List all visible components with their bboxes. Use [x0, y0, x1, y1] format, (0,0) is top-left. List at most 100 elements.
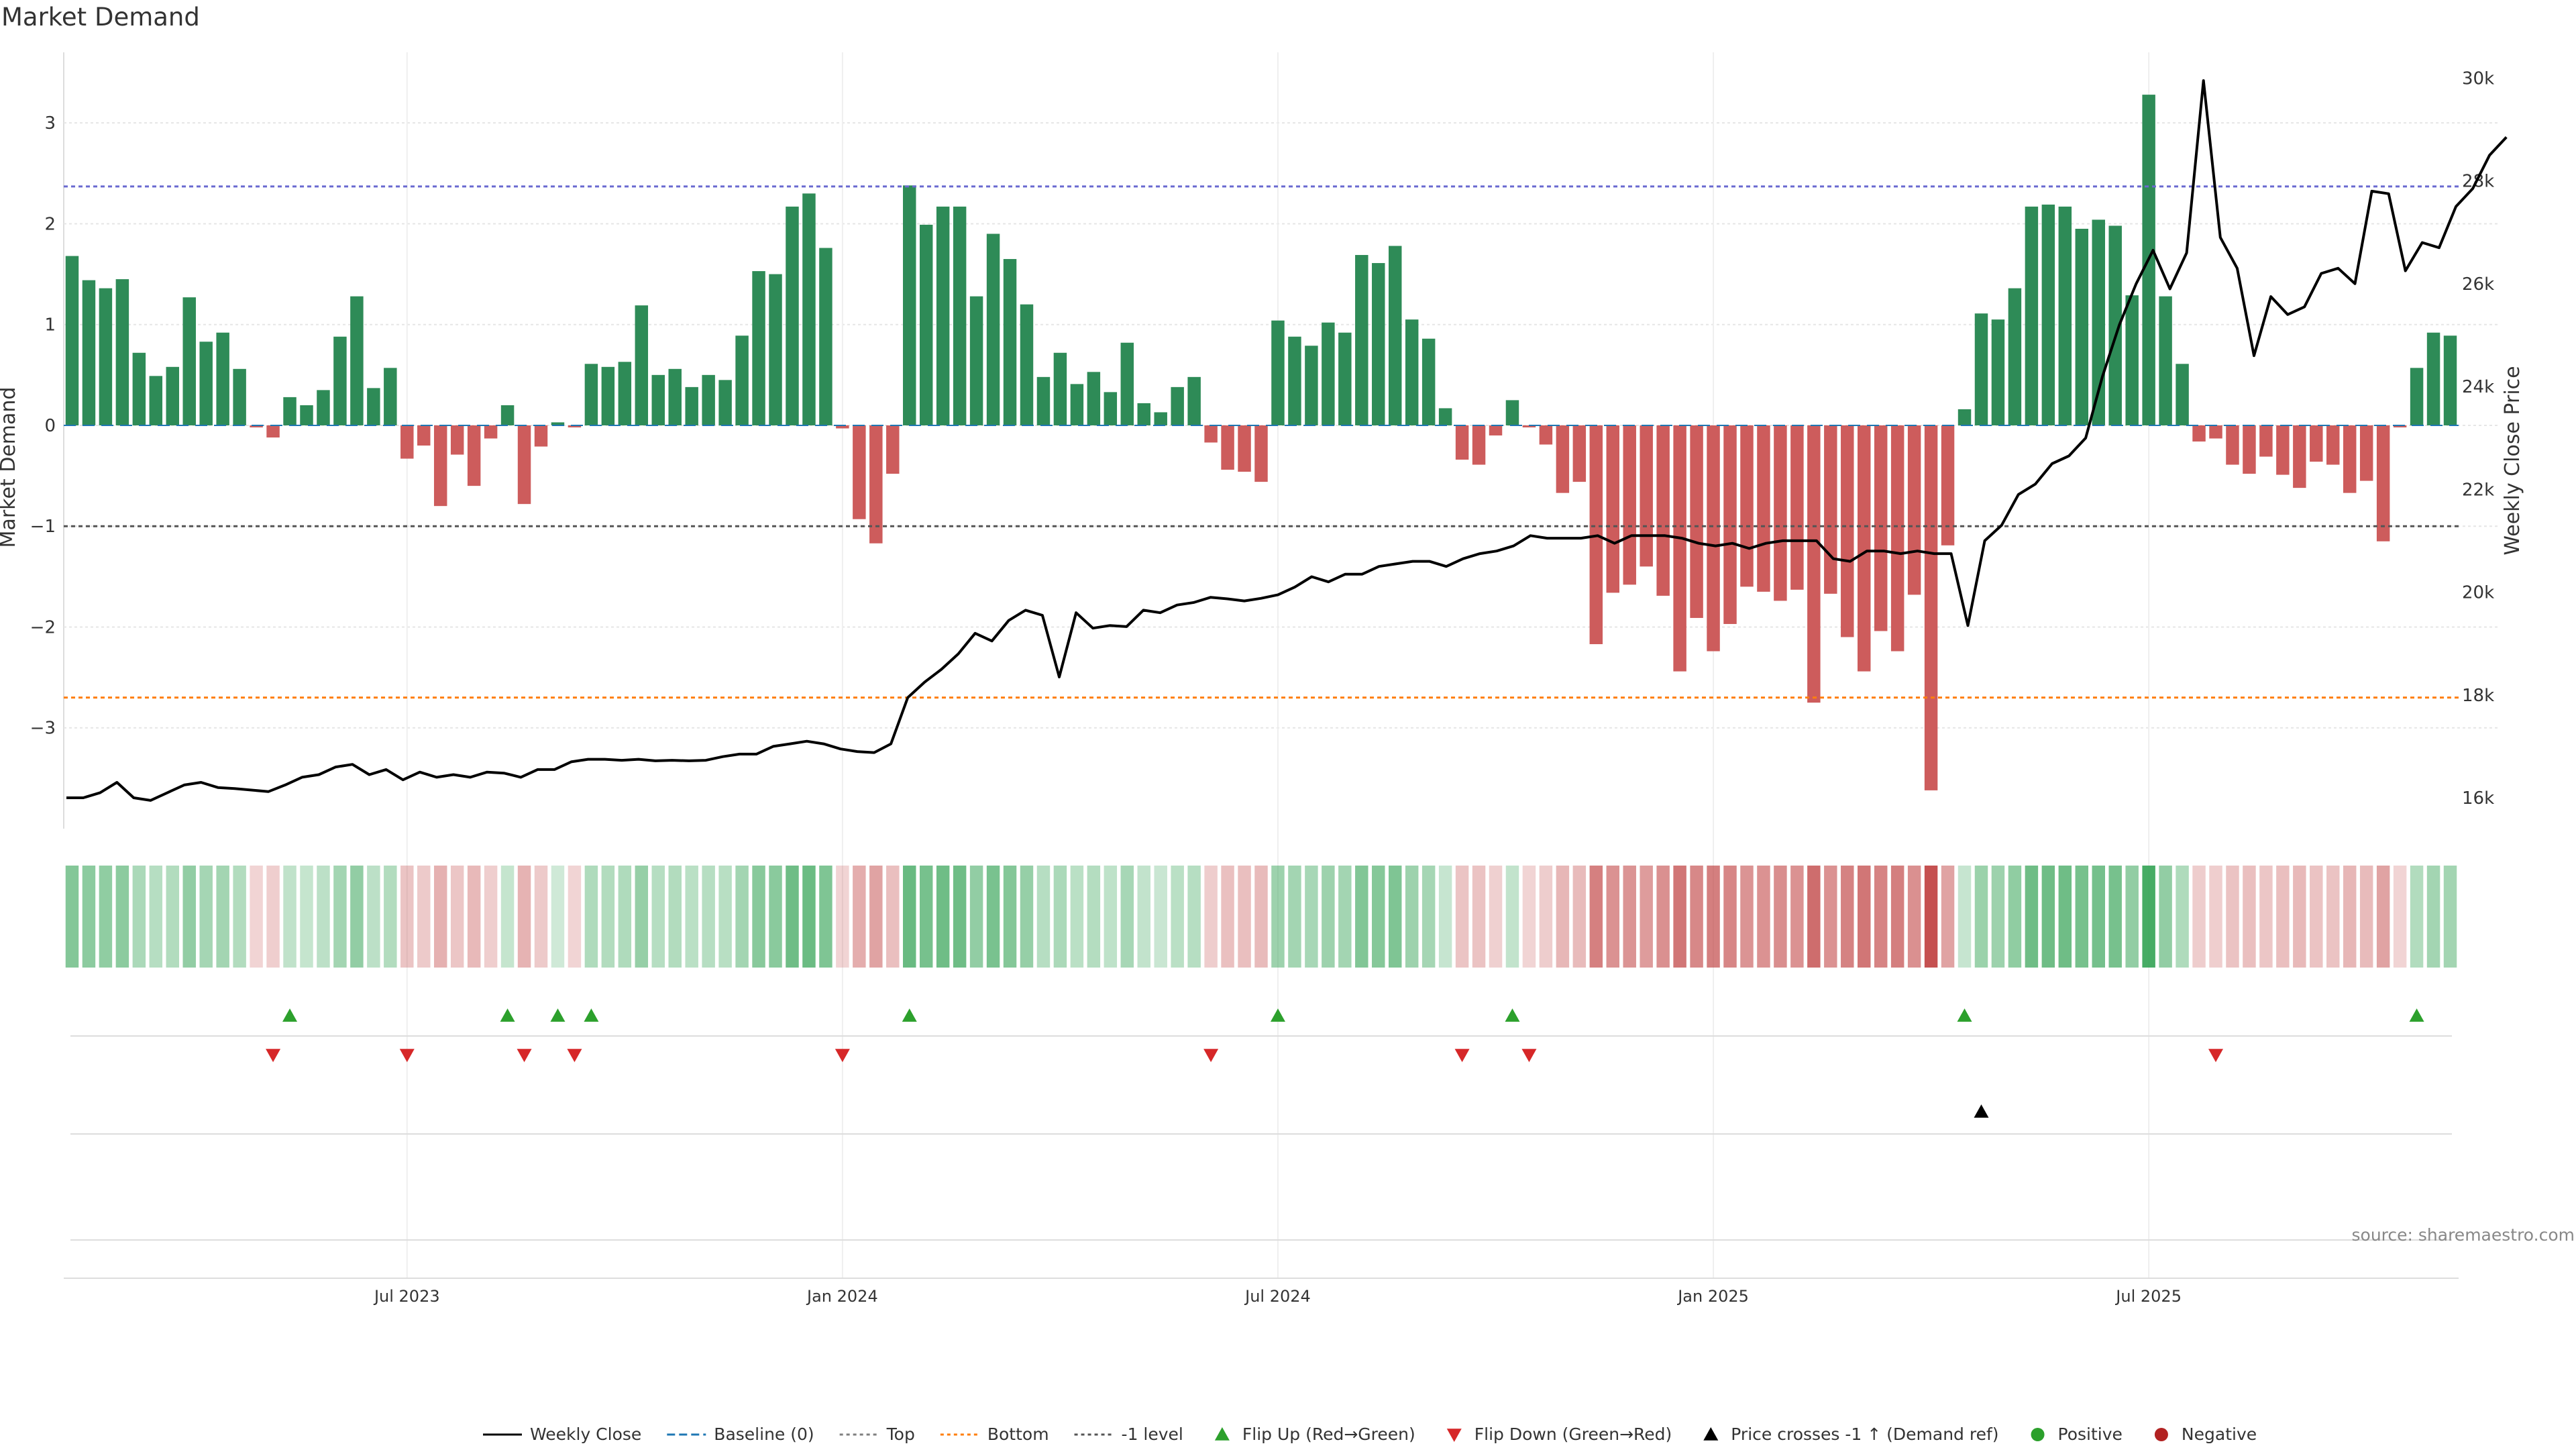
heat-cell	[836, 866, 849, 968]
demand-bar-positive	[819, 248, 833, 425]
y-tick-label: −2	[30, 617, 56, 637]
demand-bar-positive	[65, 256, 79, 425]
demand-bar-positive	[1405, 319, 1419, 425]
heat-cell	[635, 866, 649, 968]
demand-bar-negative	[2393, 425, 2407, 427]
heat-cell	[752, 866, 765, 968]
heat-cell	[1053, 866, 1067, 968]
demand-bar-positive	[2025, 206, 2039, 425]
weekly-close-line	[66, 79, 2508, 802]
demand-bar-negative	[1807, 425, 1821, 703]
heat-cell	[1489, 866, 1503, 968]
heat-cell	[1539, 866, 1553, 968]
demand-bar-positive	[902, 185, 916, 425]
heat-cell	[2443, 866, 2457, 968]
heat-cell	[1690, 866, 1703, 968]
legend-label: Top	[886, 1424, 915, 1444]
heat-cell	[1171, 866, 1184, 968]
demand-bar-negative	[1824, 425, 1837, 594]
heat-cell	[1858, 866, 1871, 968]
heat-cell	[1556, 866, 1570, 968]
demand-bar-positive	[82, 280, 96, 425]
heat-cell	[1941, 866, 1955, 968]
heat-cell	[1120, 866, 1134, 968]
heat-cell	[1522, 866, 1536, 968]
heat-cell	[886, 866, 900, 968]
heat-cell	[1640, 866, 1653, 968]
demand-bar-negative	[869, 425, 883, 543]
heat-cell	[819, 866, 833, 968]
demand-bar-positive	[1154, 412, 1167, 425]
heat-cell	[517, 866, 531, 968]
heat-cell	[1757, 866, 1770, 968]
heat-cell	[233, 866, 246, 968]
heat-cell	[2159, 866, 2172, 968]
heat-cell	[1421, 866, 1436, 968]
heat-cell	[1656, 866, 1670, 968]
demand-bar-positive	[601, 366, 615, 425]
demand-bar-positive	[651, 374, 665, 425]
demand-bar-positive	[384, 368, 397, 425]
heat-cell	[2359, 866, 2373, 968]
heat-cell	[1824, 866, 1837, 968]
demand-bar-positive	[2092, 219, 2105, 425]
demand-bar-positive	[2443, 335, 2457, 425]
legend-label: -1 level	[1122, 1424, 1183, 1444]
demand-bar-negative	[2276, 425, 2290, 475]
heat-cell	[802, 866, 816, 968]
flip-up-marker	[282, 1008, 298, 1022]
heat-cell	[1338, 866, 1352, 968]
demand-bar-negative	[250, 425, 263, 427]
heat-cell	[1957, 866, 1972, 968]
demand-bar-positive	[1355, 255, 1368, 425]
demand-bar-positive	[500, 405, 515, 425]
demand-bar-negative	[2293, 425, 2306, 488]
demand-bar-positive	[333, 336, 347, 425]
heat-cell	[1991, 866, 2005, 968]
heat-cell	[417, 866, 431, 968]
heat-cell	[250, 866, 263, 968]
y-tick-label: −1	[30, 517, 56, 537]
demand-bar-negative	[2343, 425, 2357, 493]
demand-bar-negative	[1472, 425, 1486, 465]
demand-bar-positive	[584, 364, 598, 425]
heat-cell	[1455, 866, 1469, 968]
demand-bar-negative	[1890, 425, 1904, 652]
heat-cell	[2058, 866, 2072, 968]
heat-cell	[786, 866, 799, 968]
demand-bar-negative	[2243, 425, 2256, 474]
heat-cell	[2092, 866, 2105, 968]
demand-bar-positive	[1187, 376, 1201, 425]
demand-bar-positive	[1338, 332, 1352, 425]
heat-cell	[1003, 866, 1017, 968]
demand-bar-negative	[1254, 425, 1268, 482]
demand-bar-negative	[1204, 425, 1218, 443]
x-tick-label: Jul 2025	[2114, 1287, 2182, 1306]
demand-bar-negative	[886, 425, 900, 474]
legend-label: Flip Up (Red→Green)	[1242, 1424, 1415, 1444]
heat-cell	[1372, 866, 1385, 968]
demand-bar-negative	[853, 425, 866, 519]
flip-down-marker	[567, 1049, 582, 1062]
heat-cell	[1774, 866, 1787, 968]
demand-bar-negative	[467, 425, 481, 486]
heat-cell	[1305, 866, 1318, 968]
y-tick-label: 3	[44, 113, 56, 134]
demand-bar-positive	[986, 234, 1000, 425]
demand-bar-positive	[1974, 313, 1988, 425]
heat-cell	[2393, 866, 2407, 968]
heat-cell	[1572, 866, 1587, 968]
heat-cell	[2108, 866, 2122, 968]
demand-bar-negative	[1572, 425, 1587, 482]
heat-cell	[367, 866, 380, 968]
demand-bar-positive	[199, 342, 213, 425]
demand-bar-negative	[1774, 425, 1787, 601]
heat-cell	[2192, 866, 2206, 968]
heat-cell	[1790, 866, 1804, 968]
legend-swatch	[1446, 1429, 1462, 1442]
flip-down-marker	[399, 1049, 415, 1062]
heat-cell	[1890, 866, 1904, 968]
demand-bar-positive	[132, 352, 146, 425]
heat-cell	[1472, 866, 1486, 968]
heat-cell	[166, 866, 180, 968]
